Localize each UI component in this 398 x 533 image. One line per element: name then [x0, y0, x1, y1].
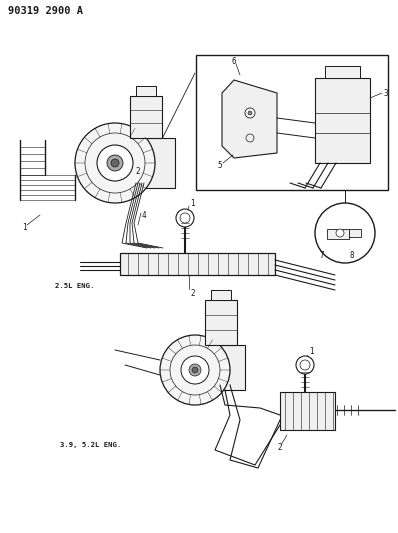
- Polygon shape: [222, 80, 277, 158]
- Bar: [136, 86, 156, 96]
- Text: 4: 4: [142, 212, 146, 221]
- Text: 2.5L ENG.: 2.5L ENG.: [55, 283, 94, 289]
- Bar: [200, 345, 245, 390]
- Circle shape: [248, 111, 252, 115]
- Circle shape: [75, 123, 155, 203]
- Text: 5: 5: [217, 160, 222, 169]
- Bar: [349, 229, 361, 237]
- Text: 3.9, 5.2L ENG.: 3.9, 5.2L ENG.: [60, 442, 121, 448]
- Bar: [211, 290, 231, 300]
- Text: 7: 7: [320, 251, 325, 260]
- Text: 3: 3: [383, 88, 388, 98]
- Text: 2: 2: [277, 443, 282, 453]
- Circle shape: [107, 155, 123, 171]
- Bar: [120, 253, 275, 275]
- Circle shape: [315, 203, 375, 263]
- Circle shape: [176, 209, 194, 227]
- Bar: [280, 392, 335, 430]
- Circle shape: [160, 335, 230, 405]
- Bar: [327, 229, 349, 239]
- Circle shape: [336, 229, 344, 237]
- Text: 6: 6: [232, 56, 237, 66]
- Circle shape: [111, 159, 119, 167]
- Text: 1: 1: [309, 348, 314, 357]
- Bar: [205, 300, 237, 345]
- Circle shape: [97, 145, 133, 181]
- Bar: [196, 55, 388, 190]
- Circle shape: [189, 364, 201, 376]
- Text: 90319 2900 A: 90319 2900 A: [8, 6, 83, 16]
- Bar: [120, 138, 175, 188]
- Text: 2: 2: [135, 166, 140, 175]
- Bar: [315, 78, 370, 163]
- Text: 1: 1: [190, 198, 195, 207]
- Circle shape: [192, 367, 198, 373]
- Circle shape: [296, 356, 314, 374]
- Text: 8: 8: [350, 251, 355, 260]
- Bar: [325, 66, 360, 78]
- Bar: [130, 96, 162, 138]
- Circle shape: [181, 356, 209, 384]
- Text: 2: 2: [190, 288, 195, 297]
- Text: 1: 1: [22, 223, 27, 232]
- Circle shape: [245, 108, 255, 118]
